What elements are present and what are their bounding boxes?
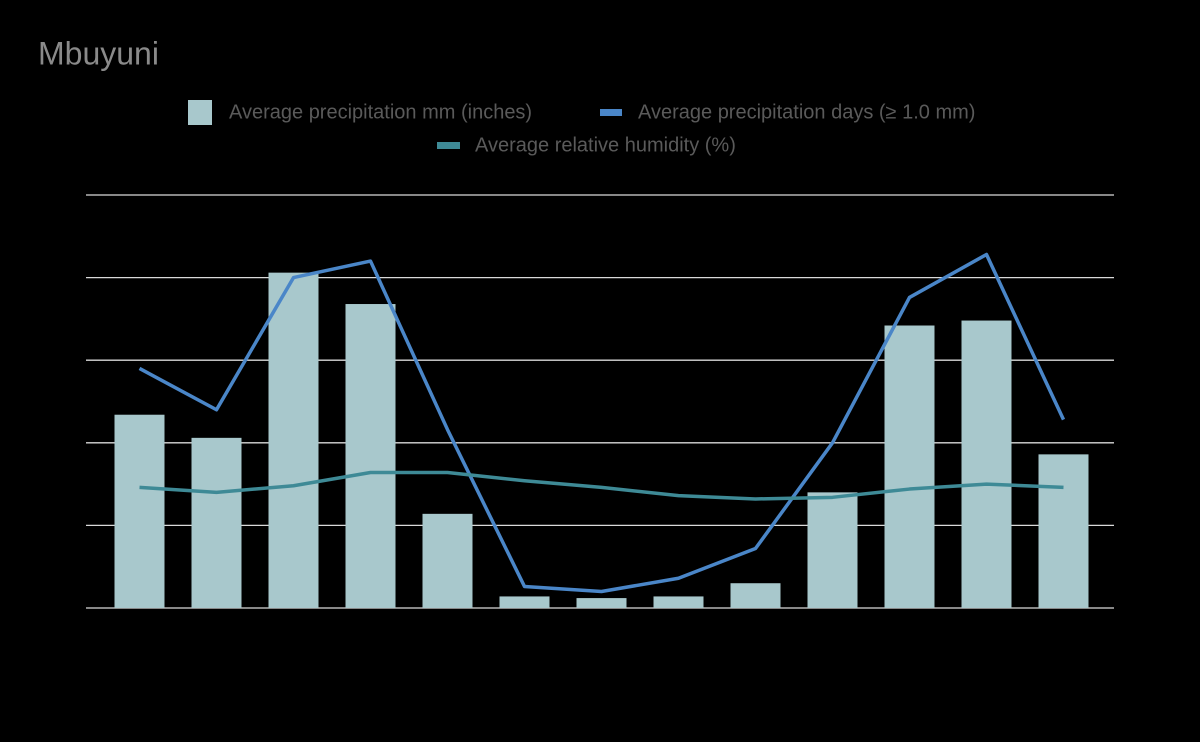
bar — [422, 513, 473, 608]
bar — [1038, 454, 1089, 608]
legend: Average precipitation mm (inches) Averag… — [188, 100, 975, 156]
legend-label: Average relative humidity (%) — [475, 134, 736, 156]
bar — [807, 492, 858, 608]
legend-label: Average precipitation mm (inches) — [229, 101, 532, 123]
legend-swatch — [600, 109, 622, 116]
bar — [345, 304, 396, 608]
chart-title: Mbuyuni — [38, 35, 159, 71]
line — [138, 252, 1066, 594]
legend-swatch — [437, 142, 460, 149]
legend-swatch — [188, 100, 212, 125]
bar — [884, 325, 935, 608]
bar — [268, 272, 319, 608]
bar — [961, 320, 1012, 608]
bar — [191, 437, 242, 608]
bar — [499, 596, 550, 608]
bar — [114, 414, 165, 608]
bar — [730, 583, 781, 608]
bar — [576, 598, 627, 608]
line — [139, 470, 1064, 501]
legend-label: Average precipitation days (≥ 1.0 mm) — [638, 101, 975, 123]
bar — [653, 596, 704, 608]
